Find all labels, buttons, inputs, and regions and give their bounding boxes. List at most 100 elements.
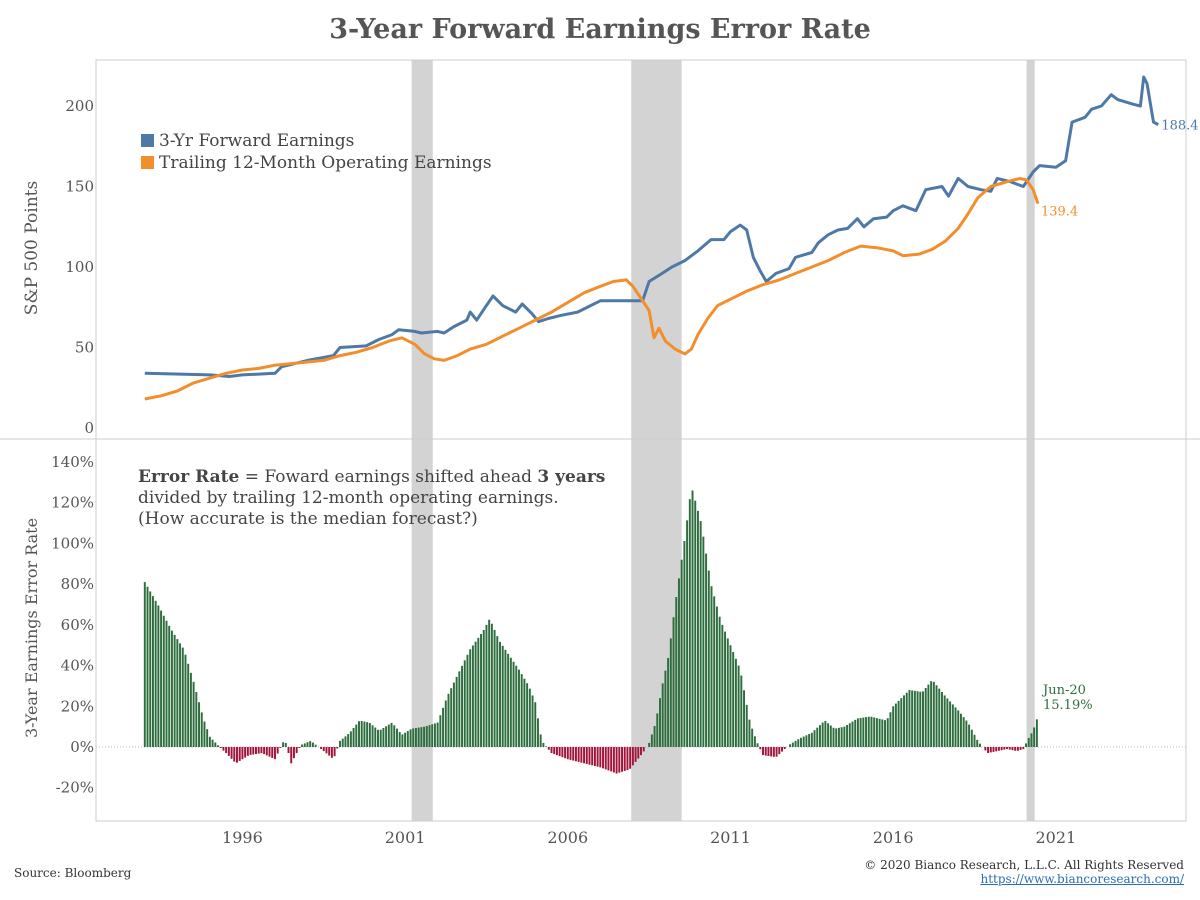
error-rate-bar — [325, 747, 328, 754]
error-rate-bar — [257, 747, 260, 754]
error-rate-bar — [485, 624, 488, 747]
error-rate-bar — [672, 617, 675, 747]
error-rate-bar — [889, 712, 892, 747]
error-rate-bar — [726, 638, 729, 747]
error-rate-bar — [987, 747, 990, 753]
error-rate-bar — [564, 747, 567, 759]
error-rate-bar — [254, 747, 257, 755]
y-tick-label: 120% — [51, 494, 94, 512]
bottom-y-axis: -20% 0% 20% 40% 60% 80% 100% 120% 140% 3-Year Ear… — [22, 453, 1186, 797]
error-rate-bar — [835, 728, 838, 747]
error-rate-bar — [648, 742, 651, 747]
error-rate-bar — [737, 665, 740, 747]
error-rate-bar — [439, 715, 442, 747]
error-rate-bar — [499, 641, 501, 747]
error-rate-bar — [176, 639, 179, 747]
error-rate-bar — [480, 634, 483, 747]
y-tick-label: 60% — [61, 616, 94, 634]
error-rate-bar — [824, 720, 827, 747]
error-rate-bar — [493, 629, 496, 747]
error-rate-bar — [946, 698, 949, 747]
error-rate-bar — [840, 727, 843, 747]
error-rate-bar — [246, 747, 249, 756]
error-rate-bar — [1033, 727, 1036, 747]
error-rate-bar — [526, 683, 529, 747]
error-rate-bar — [943, 695, 946, 747]
error-rate-bar — [230, 747, 233, 759]
error-rate-bar — [404, 732, 407, 747]
error-rate-bar — [290, 747, 293, 764]
error-rate-bar — [881, 719, 884, 747]
error-rate-bar — [534, 702, 537, 747]
error-rate-bar — [328, 747, 331, 756]
error-rate-bar — [284, 742, 287, 747]
error-rate-bar — [157, 605, 160, 747]
error-rate-bar — [724, 631, 727, 747]
error-rate-bar — [775, 747, 778, 757]
error-rate-bar — [764, 747, 767, 756]
error-rate-bar — [732, 652, 735, 747]
earnings-lines: 188.4 139.4 — [144, 75, 1199, 401]
error-rate-bar — [222, 747, 225, 751]
error-rate-bar — [550, 747, 553, 754]
trailing-earnings-line — [144, 176, 1040, 401]
error-rate-bar — [341, 738, 344, 747]
error-rate-bar — [179, 643, 182, 747]
error-rate-bar — [143, 582, 146, 747]
error-rate-bar — [217, 745, 219, 747]
error-rate-bar — [504, 649, 507, 747]
error-rate-bar — [379, 729, 382, 747]
y-tick-label: 100 — [65, 258, 94, 276]
error-rate-bar — [591, 747, 594, 766]
error-rate-bar — [458, 671, 461, 747]
x-axis: 1996 2001 2006 2011 2016 2021 — [222, 828, 1076, 847]
error-rate-bar — [382, 728, 385, 747]
error-rate-bar — [669, 638, 672, 747]
error-rate-bar — [160, 610, 163, 747]
error-rate-bar — [428, 725, 431, 747]
error-rate-bar — [225, 747, 228, 754]
error-rate-bar — [718, 616, 721, 747]
error-rate-bar — [583, 747, 586, 764]
error-rate-bar — [162, 615, 165, 747]
error-rate-bar — [238, 747, 241, 761]
error-rate-bar — [566, 747, 569, 760]
y-tick-label: 200 — [65, 97, 94, 115]
error-rate-bar — [252, 747, 255, 755]
error-rate-bar — [273, 747, 276, 760]
error-rate-bar — [406, 731, 409, 747]
error-rate-bar — [580, 747, 583, 763]
y-tick-label: 0% — [70, 738, 94, 756]
error-rate-bar — [978, 743, 981, 747]
error-rate-bar — [878, 718, 881, 747]
error-rate-bar — [1019, 747, 1022, 750]
y-tick-label: 20% — [61, 697, 94, 715]
error-rate-bar — [393, 725, 396, 747]
x-tick-label: 2016 — [873, 828, 914, 847]
error-rate-bar — [366, 722, 369, 747]
error-rate-bar — [452, 682, 455, 747]
error-rate-bar — [368, 723, 371, 747]
error-rate-bar — [694, 500, 697, 747]
error-rate-bar — [919, 691, 922, 747]
error-rate-bar — [442, 707, 445, 747]
error-rate-bar — [249, 747, 252, 755]
y-tick-label: 100% — [51, 534, 94, 552]
top-y-axis: 0 50 100 150 200 S&P 500 Points — [22, 97, 94, 437]
recession-band — [411, 60, 433, 821]
error-rate-bar — [263, 747, 266, 755]
y-tick-label: 50 — [75, 339, 94, 357]
error-rate-bar — [455, 676, 458, 747]
error-rate-bar — [184, 654, 187, 747]
error-rate-bar — [808, 734, 811, 747]
error-rate-bar — [488, 619, 491, 747]
error-rate-bar — [973, 734, 976, 747]
error-rate-bar — [612, 747, 615, 773]
website-link[interactable]: https://www.biancoresearch.com/ — [980, 872, 1184, 886]
annotation-text: = Foward earnings shifted ahead — [239, 467, 537, 487]
error-rate-bar — [1030, 733, 1033, 747]
error-rate-bar — [593, 747, 596, 766]
error-rate-bar — [924, 687, 927, 747]
y-tick-label: 150 — [65, 178, 94, 196]
